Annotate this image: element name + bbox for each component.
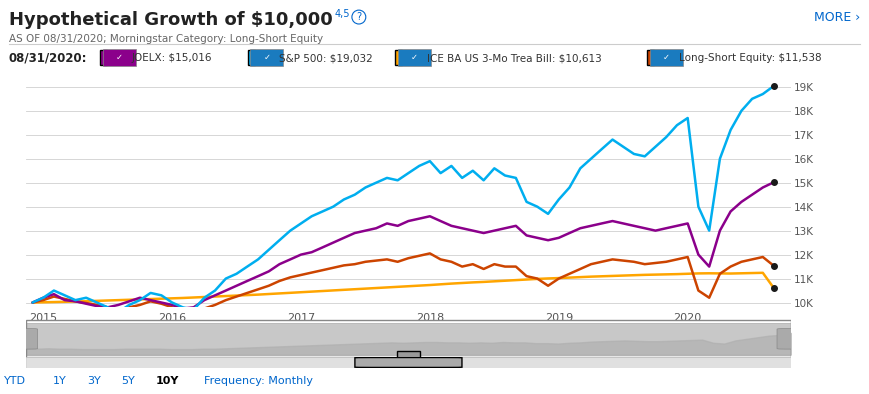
- Text: S&P 500: $19,032: S&P 500: $19,032: [279, 53, 373, 63]
- Text: 4,5: 4,5: [335, 9, 350, 19]
- FancyBboxPatch shape: [248, 50, 255, 65]
- Text: 1Y: 1Y: [52, 376, 66, 386]
- Text: 5Y: 5Y: [122, 376, 135, 386]
- FancyBboxPatch shape: [100, 50, 107, 65]
- Text: YTD: YTD: [4, 376, 26, 386]
- Text: ✓: ✓: [411, 53, 418, 62]
- Text: ✓: ✓: [663, 53, 670, 62]
- FancyBboxPatch shape: [397, 351, 420, 359]
- Text: Hypothetical Growth of $10,000: Hypothetical Growth of $10,000: [9, 11, 333, 29]
- Text: Long-Short Equity: $11,538: Long-Short Equity: $11,538: [679, 53, 821, 63]
- Text: ✓: ✓: [116, 53, 123, 62]
- FancyBboxPatch shape: [103, 49, 136, 66]
- FancyBboxPatch shape: [398, 49, 431, 66]
- Text: JOELX: $15,016: JOELX: $15,016: [131, 53, 212, 63]
- FancyBboxPatch shape: [395, 50, 402, 65]
- FancyBboxPatch shape: [647, 50, 654, 65]
- Text: 10Y: 10Y: [156, 376, 179, 386]
- Text: ICE BA US 3-Mo Trea Bill: $10,613: ICE BA US 3-Mo Trea Bill: $10,613: [427, 53, 601, 63]
- FancyBboxPatch shape: [250, 49, 283, 66]
- FancyBboxPatch shape: [26, 323, 791, 355]
- FancyBboxPatch shape: [777, 329, 804, 349]
- Text: 08/31/2020:: 08/31/2020:: [9, 52, 87, 65]
- FancyBboxPatch shape: [355, 357, 462, 368]
- Text: Frequency: Monthly: Frequency: Monthly: [203, 376, 313, 386]
- FancyBboxPatch shape: [10, 329, 37, 349]
- Text: ✓: ✓: [263, 53, 270, 62]
- Text: AS OF 08/31/2020; Morningstar Category: Long-Short Equity: AS OF 08/31/2020; Morningstar Category: …: [9, 34, 322, 44]
- Text: MORE ›: MORE ›: [814, 11, 860, 24]
- Text: 3Y: 3Y: [87, 376, 101, 386]
- Text: ?: ?: [356, 12, 362, 22]
- FancyBboxPatch shape: [650, 49, 683, 66]
- FancyBboxPatch shape: [26, 357, 791, 368]
